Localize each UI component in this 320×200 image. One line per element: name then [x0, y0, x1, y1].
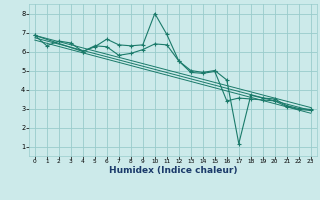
X-axis label: Humidex (Indice chaleur): Humidex (Indice chaleur)	[108, 166, 237, 175]
